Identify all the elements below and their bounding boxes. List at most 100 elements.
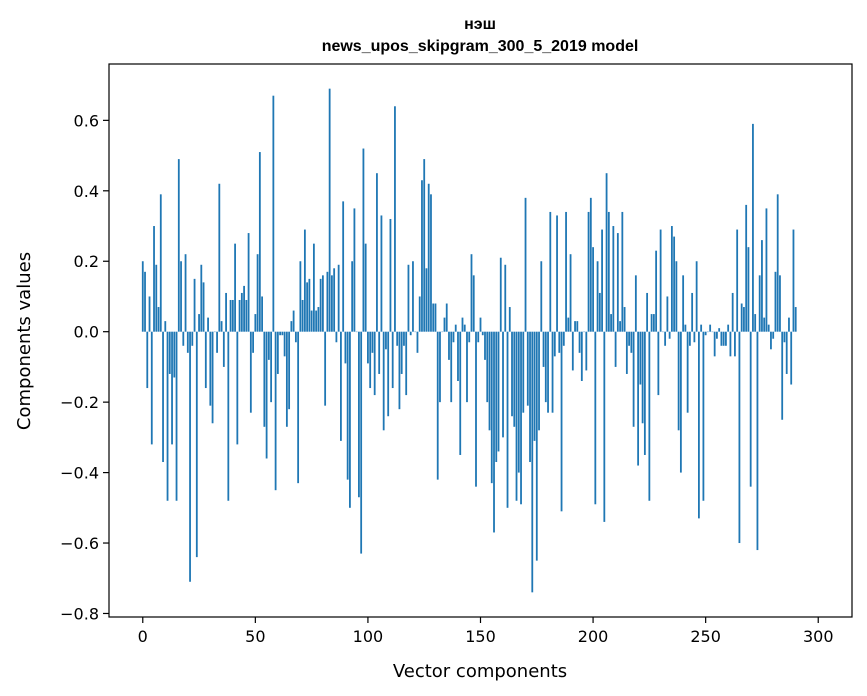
bar-262 — [731, 292, 734, 332]
bar-80 — [321, 275, 324, 332]
bar-183 — [553, 331, 556, 357]
bar-174 — [533, 331, 536, 441]
bar-86 — [335, 331, 338, 343]
bar-219 — [634, 275, 637, 332]
bar-99 — [364, 243, 367, 332]
x-tick-label: 100 — [353, 627, 384, 646]
y-tick-label: 0.6 — [74, 111, 99, 130]
bar-12 — [168, 331, 171, 374]
bar-261 — [729, 331, 732, 357]
bar-158 — [497, 331, 500, 452]
bar-54 — [263, 331, 266, 427]
bar-123 — [418, 296, 421, 332]
bar-153 — [486, 331, 489, 403]
bar-25 — [198, 314, 200, 332]
bar-137 — [450, 331, 453, 403]
bar-282 — [776, 194, 779, 332]
bar-84 — [331, 275, 333, 332]
bar-172 — [529, 331, 531, 463]
bar-117 — [405, 331, 408, 396]
bar-155 — [490, 331, 493, 484]
bar-139 — [454, 324, 457, 332]
bar-184 — [556, 215, 558, 332]
x-tick-label: 250 — [690, 627, 721, 646]
bar-243 — [688, 331, 691, 346]
y-tick-label: −0.2 — [60, 393, 99, 412]
bar-111 — [391, 331, 394, 389]
bar-98 — [362, 148, 365, 332]
bar-266 — [740, 303, 743, 332]
plot-frame — [108, 63, 853, 618]
bar-144 — [466, 331, 468, 403]
bar-289 — [792, 229, 795, 332]
bar-280 — [772, 331, 775, 339]
bar-19 — [184, 254, 187, 332]
bar-126 — [425, 268, 428, 332]
bar-222 — [641, 331, 644, 424]
bar-67 — [292, 310, 295, 332]
bar-34 — [218, 183, 221, 332]
bar-13 — [171, 331, 173, 445]
bar-113 — [396, 331, 399, 346]
bar-178 — [542, 331, 545, 367]
bar-44 — [240, 292, 243, 332]
bar-89 — [342, 201, 345, 332]
bar-100 — [367, 331, 369, 364]
bar-161 — [504, 264, 507, 332]
bar-57 — [270, 331, 273, 403]
x-tick-label: 150 — [465, 627, 496, 646]
bar-37 — [225, 292, 227, 332]
bar-151 — [481, 331, 484, 336]
bar-103 — [373, 331, 376, 396]
bar-191 — [571, 331, 574, 371]
bar-237 — [675, 261, 678, 332]
bar-162 — [506, 331, 509, 508]
bar-79 — [319, 278, 322, 332]
bar-93 — [351, 261, 354, 332]
bar-124 — [421, 180, 423, 332]
bar-195 — [580, 331, 583, 381]
bar-283 — [779, 275, 781, 332]
bar-59 — [274, 331, 277, 491]
bar-159 — [499, 257, 502, 332]
chart-title: нэш — [464, 16, 496, 33]
bar-284 — [781, 331, 784, 420]
bar-194 — [578, 331, 581, 353]
bar-149 — [477, 331, 480, 343]
bar-230 — [659, 229, 662, 332]
bar-96 — [358, 331, 360, 498]
bar-146 — [470, 254, 473, 332]
bar-163 — [508, 307, 511, 332]
bar-240 — [682, 275, 685, 332]
bar-223 — [643, 331, 646, 455]
bar-217 — [630, 331, 633, 353]
y-axis-label: Components values — [14, 252, 35, 430]
bar-18 — [182, 331, 185, 346]
bar-134 — [443, 317, 446, 332]
bar-278 — [767, 324, 770, 332]
bar-248 — [700, 324, 703, 332]
bar-48 — [249, 331, 252, 413]
bar-58 — [272, 95, 275, 332]
bar-28 — [204, 331, 207, 389]
bar-234 — [668, 331, 671, 339]
bar-11 — [166, 331, 169, 501]
bar-45 — [243, 285, 245, 332]
bar-46 — [245, 299, 248, 332]
bar-286 — [785, 331, 788, 374]
bar-132 — [439, 331, 441, 403]
bar-202 — [596, 261, 599, 332]
bar-0 — [141, 261, 144, 332]
bar-75 — [310, 310, 313, 332]
bar-138 — [452, 331, 455, 343]
bar-47 — [247, 233, 250, 332]
bar-192 — [574, 321, 576, 332]
bar-23 — [193, 278, 196, 332]
bar-82 — [326, 271, 329, 332]
bar-249 — [702, 331, 705, 501]
bar-109 — [387, 331, 390, 417]
bar-60 — [276, 331, 279, 374]
bar-156 — [493, 331, 495, 533]
bar-62 — [281, 331, 284, 336]
bar-232 — [664, 331, 667, 346]
